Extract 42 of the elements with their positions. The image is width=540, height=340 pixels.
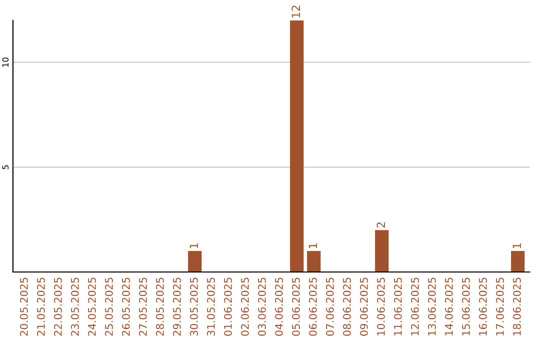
- x-tick-label: 22.05.2025: [54, 278, 62, 336]
- data-label: 1: [190, 243, 198, 248]
- bar: [188, 251, 202, 272]
- x-tick-label: 23.05.2025: [71, 278, 79, 336]
- data-label: 12: [292, 6, 300, 18]
- x-tick-label: 05.06.2025: [292, 278, 300, 336]
- x-tick-label: 29.05.2025: [172, 278, 181, 336]
- x-tick-label: 04.06.2025: [274, 278, 283, 336]
- x-tick-label: 14.06.2025: [444, 278, 453, 336]
- bar: [307, 251, 321, 272]
- x-tick-label: 16.06.2025: [478, 278, 487, 336]
- x-tick-label: 24.05.2025: [88, 278, 96, 336]
- x-tick-label: 01.06.2025: [224, 278, 232, 336]
- data-label: 2: [376, 222, 385, 228]
- x-tick-label: 10.06.2025: [376, 278, 385, 336]
- bar: [375, 230, 389, 272]
- x-tick-label: 08.06.2025: [342, 278, 351, 336]
- y-tick-label: 10: [2, 58, 9, 67]
- x-tick-label: 30.05.2025: [190, 278, 198, 336]
- bar: [290, 20, 304, 272]
- x-tick-label: 21.05.2025: [37, 278, 45, 336]
- x-tick-label: 09.06.2025: [360, 278, 368, 336]
- x-tick-label: 11.06.2025: [394, 278, 402, 336]
- y-tick-label: 5: [2, 165, 9, 170]
- x-tick-label: 27.05.2025: [139, 278, 147, 336]
- x-tick-label: 02.06.2025: [240, 278, 249, 336]
- x-tick-label: 03.06.2025: [258, 278, 266, 336]
- x-tick-label: 17.06.2025: [496, 278, 504, 336]
- x-tick-label: 20.05.2025: [20, 278, 28, 336]
- x-tick-label: 13.06.2025: [428, 278, 436, 336]
- bar: [511, 251, 525, 272]
- x-tick-label: 28.05.2025: [156, 278, 164, 336]
- x-tick-label: 12.06.2025: [410, 278, 419, 336]
- x-tick-label: 18.06.2025: [512, 278, 521, 336]
- data-label: 1: [308, 243, 317, 248]
- x-tick-label: 31.05.2025: [206, 278, 215, 336]
- x-tick-label: 15.06.2025: [462, 278, 470, 336]
- x-tick-label: 06.06.2025: [308, 278, 317, 336]
- x-tick-label: 07.06.2025: [326, 278, 334, 336]
- x-tick-label: 26.05.2025: [122, 278, 130, 336]
- data-label: 1: [512, 243, 521, 248]
- x-tick-label: 25.05.2025: [105, 278, 113, 336]
